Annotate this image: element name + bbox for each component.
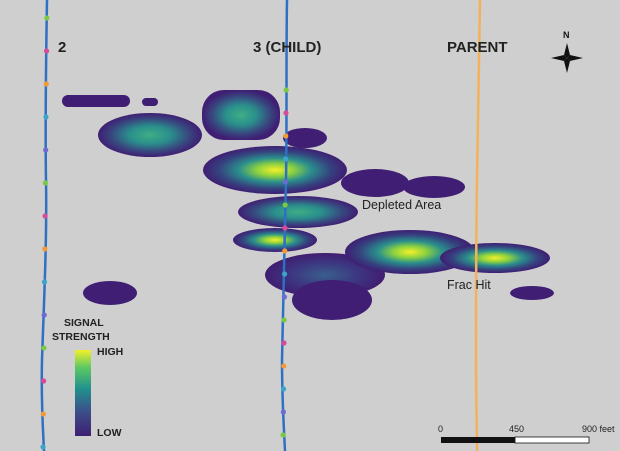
stage-marker [281, 340, 287, 346]
legend-low-label: LOW [97, 427, 122, 439]
stage-marker [282, 225, 288, 231]
parent-well-label: PARENT [447, 39, 508, 56]
compass-label: N [563, 30, 570, 40]
signal-blob [62, 95, 130, 107]
signal-blob [341, 169, 409, 197]
north-arrow-icon [551, 43, 583, 73]
scale-bar: 0 450 900 feet [438, 424, 615, 444]
stage-marker [41, 345, 47, 351]
stage-marker [280, 386, 287, 392]
signal-blob [142, 98, 158, 106]
depleted-area-label: Depleted Area [362, 198, 441, 212]
stage-marker [281, 271, 288, 277]
stage-marker [43, 81, 49, 87]
stage-marker [44, 15, 50, 21]
stage-marker [42, 213, 48, 219]
signal-blob [345, 230, 475, 274]
well-3-label: 3 (CHILD) [253, 39, 321, 56]
frac-hit-label: Frac Hit [447, 278, 491, 292]
scale-tick-450: 450 [509, 424, 524, 434]
signal-blob [440, 243, 550, 273]
well-2-path [40, 0, 49, 451]
parent-well-path [474, 0, 482, 451]
wells [40, 0, 482, 451]
stage-marker [40, 444, 46, 450]
signal-blob [403, 176, 465, 198]
stage-marker [282, 179, 288, 185]
well-3-stage-markers [280, 87, 289, 438]
stage-marker [283, 133, 289, 139]
stage-marker [282, 156, 289, 162]
signal-blob [510, 286, 554, 300]
signal-blob [83, 281, 137, 305]
stage-marker [282, 248, 288, 254]
signal-blob [292, 280, 372, 320]
stage-marker [281, 363, 287, 369]
scale-tick-0: 0 [438, 424, 443, 434]
signal-blob [238, 196, 358, 228]
stage-marker [281, 317, 287, 323]
legend-color-ramp [75, 350, 91, 436]
signal-blob [203, 146, 347, 194]
signal-heatmap [62, 90, 554, 320]
stage-marker [283, 110, 289, 116]
stage-marker [283, 87, 289, 93]
scale-bar-black [441, 437, 515, 443]
scale-bar-white [514, 436, 590, 444]
stage-marker [42, 246, 48, 252]
well-2-label: 2 [58, 39, 66, 56]
legend-title-line2: STRENGTH [52, 331, 110, 343]
signal-blob [283, 128, 327, 148]
stage-marker [43, 114, 49, 120]
stage-marker [42, 180, 48, 186]
stage-marker [281, 294, 287, 300]
stage-marker [280, 432, 286, 438]
stage-marker [41, 378, 47, 384]
signal-blob [233, 228, 317, 252]
well-3-child-path [280, 0, 289, 451]
legend-high-label: HIGH [97, 346, 123, 358]
well-2-stage-markers [40, 15, 50, 450]
stage-marker [282, 202, 288, 208]
signal-blob [202, 90, 280, 140]
stage-marker [40, 411, 46, 417]
stage-marker [43, 147, 49, 153]
stage-marker [280, 409, 286, 415]
stage-marker [41, 312, 47, 318]
stage-marker [41, 279, 48, 285]
legend-title-line1: SIGNAL [64, 317, 104, 329]
scale-tick-900: 900 feet [582, 424, 615, 434]
legend: SIGNAL STRENGTH HIGH LOW [52, 317, 123, 439]
stage-marker [43, 48, 50, 54]
signal-blob [98, 113, 202, 157]
